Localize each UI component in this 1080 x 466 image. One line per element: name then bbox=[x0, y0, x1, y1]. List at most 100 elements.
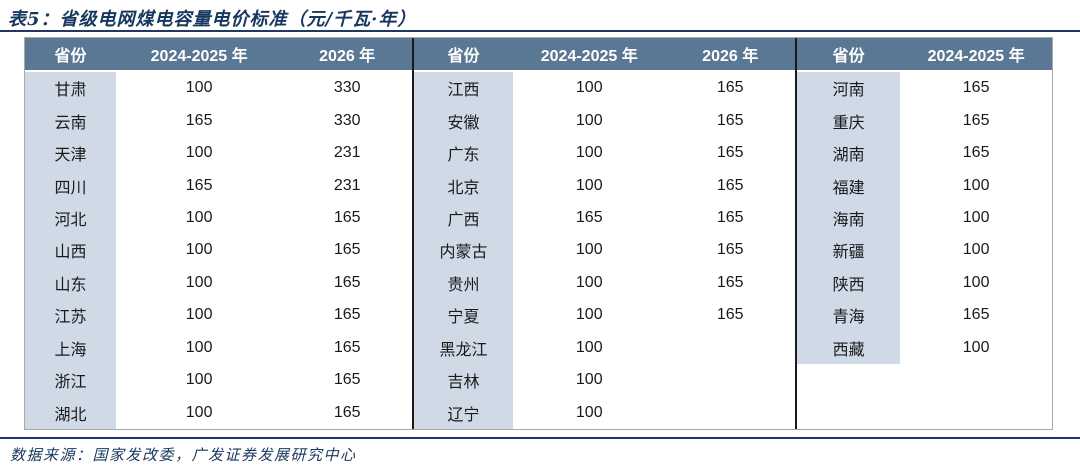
capacity-price-table: 省份 2024-2025 年 2026 年甘肃 100 330 云南 165 330 天津 100… bbox=[24, 37, 1053, 430]
value-cell: 231 bbox=[333, 176, 361, 194]
table-row: 青海 165 bbox=[797, 299, 1052, 332]
table-row: 江西 100 165 bbox=[414, 72, 795, 105]
table-row bbox=[797, 364, 1052, 396]
table-row: 广东 100 165 bbox=[414, 136, 795, 170]
title-divider bbox=[0, 30, 1080, 32]
value-cell: 100 bbox=[962, 338, 990, 356]
table-row: 河北 100 165 bbox=[25, 201, 412, 235]
value-cell: 165 bbox=[962, 111, 990, 129]
table-row: 安徽 100 165 bbox=[414, 104, 795, 137]
table-row: 陕西 100 bbox=[797, 266, 1052, 300]
value-cell: 100 bbox=[575, 241, 603, 259]
table-row: 广西 165 165 bbox=[414, 201, 795, 235]
province-cell: 上海 bbox=[25, 331, 116, 365]
header-row: 省份 2024-2025 年 2026 年 bbox=[25, 38, 412, 72]
province-cell: 宁夏 bbox=[414, 299, 514, 332]
province-cell: 云南 bbox=[25, 104, 116, 137]
column-header: 2024-2025 年 bbox=[150, 48, 248, 65]
value-cell: 100 bbox=[962, 209, 990, 227]
province-cell: 辽宁 bbox=[414, 396, 514, 429]
value-cell: 165 bbox=[962, 79, 990, 97]
value-cell: 100 bbox=[185, 306, 213, 324]
table-row: 海南 100 bbox=[797, 201, 1052, 235]
table-row: 北京 100 165 bbox=[414, 169, 795, 202]
province-cell: 天津 bbox=[25, 136, 116, 170]
table-row: 宁夏 100 165 bbox=[414, 299, 795, 332]
province-cell: 湖北 bbox=[25, 396, 116, 429]
value-cell bbox=[900, 364, 1052, 396]
province-cell: 浙江 bbox=[25, 364, 116, 397]
value-cell: 165 bbox=[333, 273, 361, 291]
value-cell bbox=[665, 397, 795, 429]
value-cell: 165 bbox=[716, 79, 744, 97]
value-cell: 100 bbox=[185, 403, 213, 421]
footer-divider bbox=[0, 437, 1080, 439]
value-cell: 100 bbox=[962, 176, 990, 194]
column-header: 省份 bbox=[54, 48, 87, 65]
value-cell: 100 bbox=[962, 241, 990, 259]
province-cell: 青海 bbox=[797, 299, 901, 332]
table-row: 甘肃 100 330 bbox=[25, 72, 412, 105]
column-header: 2024-2025 年 bbox=[927, 48, 1025, 65]
table-row: 新疆 100 bbox=[797, 234, 1052, 267]
value-cell bbox=[665, 332, 795, 364]
group-divider bbox=[412, 38, 414, 429]
table-row: 河南 165 bbox=[797, 72, 1052, 105]
value-cell: 165 bbox=[716, 306, 744, 324]
province-cell: 吉林 bbox=[414, 364, 514, 397]
value-cell: 100 bbox=[575, 111, 603, 129]
value-cell: 100 bbox=[575, 176, 603, 194]
table-row: 湖南 165 bbox=[797, 136, 1052, 170]
table-row: 江苏 100 165 bbox=[25, 299, 412, 332]
value-cell: 165 bbox=[575, 209, 603, 227]
value-cell: 165 bbox=[333, 371, 361, 389]
province-cell: 陕西 bbox=[797, 266, 901, 300]
value-cell: 165 bbox=[716, 241, 744, 259]
table-row: 四川 165 231 bbox=[25, 169, 412, 202]
province-cell bbox=[797, 397, 900, 429]
column-header: 省份 bbox=[447, 48, 480, 65]
province-cell: 山东 bbox=[25, 266, 116, 300]
table-row: 黑龙江 100 bbox=[414, 331, 795, 365]
value-cell: 165 bbox=[962, 144, 990, 162]
province-cell: 黑龙江 bbox=[414, 331, 514, 365]
province-cell bbox=[797, 364, 900, 396]
value-cell: 330 bbox=[333, 111, 361, 129]
group-divider bbox=[795, 38, 797, 429]
table-row: 西藏 100 bbox=[797, 331, 1052, 365]
value-cell: 100 bbox=[575, 371, 603, 389]
province-cell: 四川 bbox=[25, 169, 116, 202]
value-cell: 100 bbox=[185, 273, 213, 291]
table-row bbox=[797, 397, 1052, 429]
table-row: 重庆 165 bbox=[797, 104, 1052, 137]
value-cell: 100 bbox=[185, 241, 213, 259]
table-row: 山西 100 165 bbox=[25, 234, 412, 267]
column-header: 2024-2025 年 bbox=[540, 48, 638, 65]
table-row: 浙江 100 165 bbox=[25, 364, 412, 397]
value-cell bbox=[665, 364, 795, 396]
province-cell: 广西 bbox=[414, 201, 514, 235]
table-row: 天津 100 231 bbox=[25, 136, 412, 170]
value-cell: 330 bbox=[333, 79, 361, 97]
table-row: 内蒙古 100 165 bbox=[414, 234, 795, 267]
province-cell: 贵州 bbox=[414, 266, 514, 300]
value-cell: 100 bbox=[185, 338, 213, 356]
value-cell: 100 bbox=[185, 144, 213, 162]
column-header: 2026 年 bbox=[319, 48, 376, 65]
value-cell: 100 bbox=[185, 209, 213, 227]
table-row: 辽宁 100 bbox=[414, 396, 795, 429]
value-cell: 100 bbox=[185, 371, 213, 389]
value-cell: 100 bbox=[185, 79, 213, 97]
value-cell: 100 bbox=[575, 79, 603, 97]
value-cell: 165 bbox=[716, 144, 744, 162]
table-title: 表5：省级电网煤电容量电价标准（元/千瓦·年） bbox=[8, 9, 417, 30]
value-cell: 100 bbox=[575, 144, 603, 162]
province-cell: 北京 bbox=[414, 169, 514, 202]
value-cell: 165 bbox=[333, 338, 361, 356]
province-cell: 海南 bbox=[797, 201, 901, 235]
province-cell: 河北 bbox=[25, 201, 116, 235]
value-cell: 165 bbox=[333, 306, 361, 324]
province-cell: 河南 bbox=[797, 72, 901, 105]
table-row: 湖北 100 165 bbox=[25, 396, 412, 429]
